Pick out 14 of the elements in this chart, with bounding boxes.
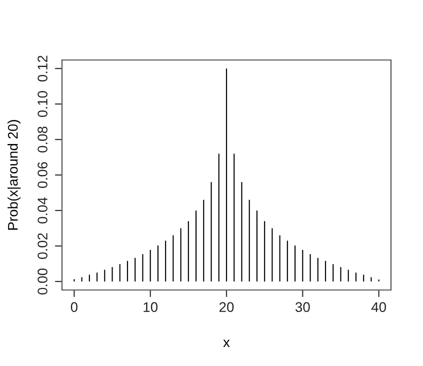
y-tick-label: 0.00: [38, 268, 48, 294]
x-tick-label: 30: [295, 302, 310, 312]
y-tick-label: 0.10: [38, 91, 48, 117]
x-tick-label: 0: [70, 302, 78, 312]
x-tick-label: 40: [371, 302, 386, 312]
y-tick-label: 0.08: [38, 126, 48, 152]
x-axis-title: x: [223, 340, 230, 348]
y-tick-label: 0.04: [38, 197, 48, 224]
y-tick-label: 0.06: [38, 162, 48, 188]
x-tick-label: 10: [144, 302, 158, 312]
y-tick-label: 0.12: [38, 56, 48, 82]
x-tick-label: 20: [219, 302, 234, 312]
y-tick-label: 0.02: [38, 233, 48, 259]
y-axis-title: Prob(x|around 20): [8, 120, 21, 230]
